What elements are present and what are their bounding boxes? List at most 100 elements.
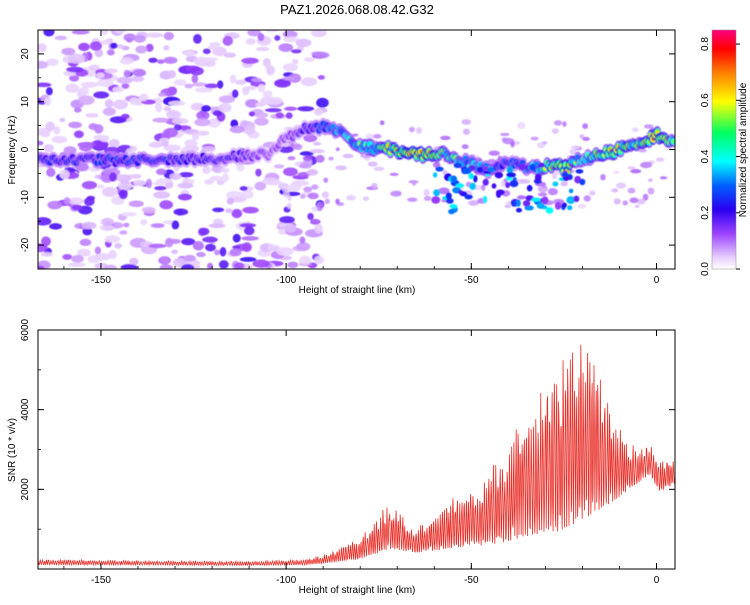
snr-y-tick-label: 2000 xyxy=(20,478,31,501)
noise-blob xyxy=(181,264,195,269)
ridge-branch xyxy=(518,164,527,171)
noise-blob xyxy=(121,113,130,120)
colorbar-tick-label: 0.2 xyxy=(700,205,711,219)
colorbar: 0.0 0.2 0.4 0.6 0.8 Normalized spectral ampl… xyxy=(700,29,749,276)
ridge-branch xyxy=(562,202,567,208)
noise-blob xyxy=(303,134,318,143)
noise-blob xyxy=(67,197,84,205)
noise-blob xyxy=(153,191,171,199)
spectrogram-x-tick-label: -50 xyxy=(464,275,479,286)
noise-blob xyxy=(38,217,52,226)
noise-blob xyxy=(38,60,49,69)
noise-blob xyxy=(250,77,263,83)
noise-blob xyxy=(100,40,111,45)
noise-blob xyxy=(248,111,256,117)
noise-blob xyxy=(128,200,144,208)
noise-blob xyxy=(81,180,98,190)
spectrogram-y-label: Frequency (Hz) xyxy=(7,116,18,185)
noise-blob xyxy=(168,100,186,106)
noise-blob xyxy=(285,112,293,119)
colorbar-gradient xyxy=(712,30,736,269)
noise-blob xyxy=(201,146,216,153)
noise-blob xyxy=(135,45,148,54)
noise-blob xyxy=(198,227,210,236)
noise-blob xyxy=(321,191,329,199)
noise-blob xyxy=(481,184,486,191)
noise-blob xyxy=(299,193,306,199)
noise-blob xyxy=(243,226,255,236)
noise-blob xyxy=(59,169,70,180)
noise-blob xyxy=(120,264,138,269)
noise-blob xyxy=(311,30,319,37)
noise-blob xyxy=(303,57,316,62)
ridge-branch xyxy=(445,192,452,200)
noise-blob xyxy=(283,167,298,177)
noise-blob xyxy=(184,83,194,89)
noise-blob xyxy=(231,208,243,219)
noise-blob xyxy=(247,30,261,37)
noise-blob xyxy=(371,182,378,190)
noise-blob xyxy=(290,49,302,54)
noise-blob xyxy=(146,32,164,38)
noise-blob xyxy=(67,262,86,267)
spectrogram-x-tick-label: 0 xyxy=(654,275,660,286)
ridge-branch xyxy=(568,188,574,194)
spectrogram-image xyxy=(38,30,675,269)
noise-blob xyxy=(148,243,167,249)
noise-blob xyxy=(202,48,211,55)
noise-blob xyxy=(163,45,170,51)
noise-blob xyxy=(229,74,237,84)
noise-blob xyxy=(537,192,548,197)
noise-blob xyxy=(97,184,105,189)
snr-y-tick-label: 6000 xyxy=(20,318,31,341)
noise-blob xyxy=(202,165,211,175)
ridge-branch xyxy=(545,207,554,214)
noise-blob xyxy=(88,64,100,71)
noise-blob xyxy=(300,77,318,87)
noise-blob xyxy=(239,257,257,262)
ridge-branch xyxy=(534,173,542,182)
noise-blob xyxy=(158,92,166,97)
noise-blob xyxy=(148,57,158,63)
noise-blob xyxy=(242,86,250,96)
noise-blob xyxy=(266,244,281,251)
noise-blob xyxy=(81,221,97,230)
ridge-branch xyxy=(450,175,457,183)
noise-blob xyxy=(255,102,266,107)
noise-blob xyxy=(264,179,283,186)
noise-blob xyxy=(335,165,348,171)
noise-blob xyxy=(38,265,45,269)
snr-line xyxy=(38,344,675,567)
noise-blob xyxy=(214,249,221,256)
spectrogram-y-tick-label: -10 xyxy=(20,190,31,205)
noise-blob xyxy=(613,170,620,174)
noise-blob xyxy=(299,236,306,244)
noise-blob xyxy=(167,70,177,79)
noise-blob xyxy=(273,164,285,169)
noise-blob xyxy=(613,198,621,205)
noise-blob xyxy=(582,123,589,129)
noise-blob xyxy=(262,90,273,98)
noise-blob xyxy=(216,180,225,186)
ridge-branch xyxy=(432,172,438,178)
ridge-branch xyxy=(495,189,505,196)
ridge-peak xyxy=(671,139,675,144)
noise-blob xyxy=(89,41,103,51)
noise-blob xyxy=(129,257,139,266)
noise-blob xyxy=(104,264,117,269)
noise-blob xyxy=(120,179,130,185)
noise-blob xyxy=(184,139,198,148)
noise-blob xyxy=(440,135,451,141)
noise-blob xyxy=(49,223,63,230)
noise-blob xyxy=(159,264,173,269)
noise-blob xyxy=(640,161,653,169)
ridge-branch xyxy=(453,162,462,169)
noise-blob xyxy=(274,35,281,41)
snr-x-label: Height of straight line (km) xyxy=(299,585,416,596)
noise-blob xyxy=(204,83,219,89)
noise-blob xyxy=(110,42,118,49)
noise-blob xyxy=(229,125,245,134)
noise-blob xyxy=(191,132,200,141)
noise-blob xyxy=(123,33,137,42)
ridge-branch xyxy=(511,200,517,207)
